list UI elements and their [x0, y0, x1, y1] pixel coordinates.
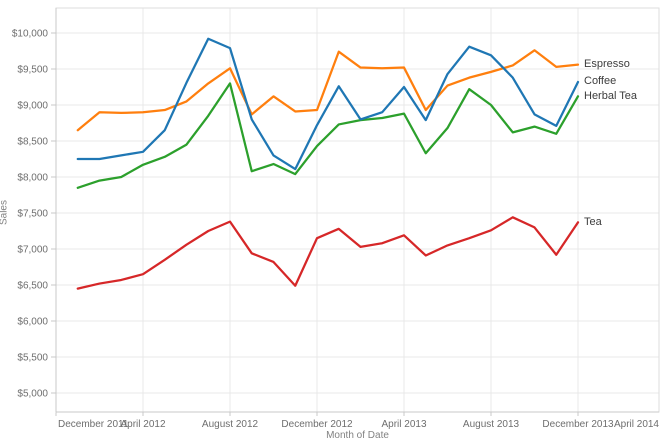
y-tick-label: $10,000: [12, 29, 49, 40]
x-tick-label: December 2012: [281, 419, 353, 430]
y-tick-label: $9,500: [17, 65, 48, 76]
series-label-herbal-tea[interactable]: Herbal Tea: [584, 89, 637, 102]
y-tick-label: $5,500: [17, 353, 48, 364]
y-tick-label: $6,000: [17, 317, 48, 328]
y-tick-label: $8,000: [17, 173, 48, 184]
x-tick-label: April 2013: [381, 419, 426, 430]
y-tick-label: $5,000: [17, 389, 48, 400]
x-axis-title: Month of Date: [326, 430, 389, 441]
x-tick-label: December 2013: [542, 419, 614, 430]
y-tick-label: $9,000: [17, 101, 48, 112]
series-line-tea[interactable]: [76, 216, 580, 290]
y-tick-label: $6,500: [17, 281, 48, 292]
series-line-espresso[interactable]: [76, 49, 580, 132]
y-axis-title: Sales: [0, 200, 10, 226]
y-tick-label: $8,500: [17, 137, 48, 148]
series-label-tea[interactable]: Tea: [584, 215, 602, 228]
x-tick-label: April 2012: [120, 419, 165, 430]
x-tick-label: December 2011: [58, 419, 129, 430]
y-tick-label: $7,500: [17, 209, 48, 220]
series-label-coffee[interactable]: Coffee: [584, 75, 617, 88]
x-tick-label: April 2014: [614, 419, 659, 430]
x-tick-label: August 2012: [202, 419, 259, 430]
y-tick-label: $7,000: [17, 245, 48, 256]
series-line-coffee[interactable]: [76, 37, 580, 171]
series-line-herbal-tea[interactable]: [76, 82, 580, 189]
x-tick-label: August 2013: [463, 419, 520, 430]
series-label-espresso[interactable]: Espresso: [584, 58, 630, 71]
